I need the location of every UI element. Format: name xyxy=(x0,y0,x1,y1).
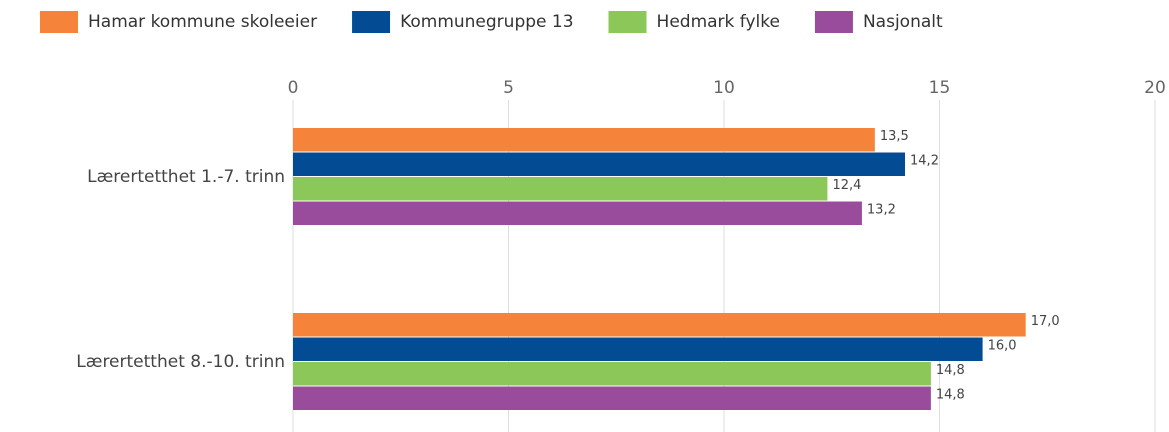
x-tick-label: 20 xyxy=(1144,78,1166,98)
legend-label: Kommunegruppe 13 xyxy=(400,12,573,32)
data-label: 14,2 xyxy=(910,153,939,168)
bar xyxy=(293,386,931,410)
data-label: 13,2 xyxy=(867,202,896,217)
y-tick-label: Lærertetthet 1.-7. trinn xyxy=(87,167,285,187)
y-tick-label: Lærertetthet 8.-10. trinn xyxy=(76,352,285,372)
data-label: 16,0 xyxy=(988,338,1017,353)
legend-swatch xyxy=(40,11,78,33)
bar xyxy=(293,362,931,386)
legend-swatch xyxy=(352,11,391,33)
bar xyxy=(293,177,828,201)
x-tick-label: 0 xyxy=(288,78,299,98)
data-label: 14,8 xyxy=(936,387,965,402)
legend-label: Hamar kommune skoleeier xyxy=(88,12,317,32)
data-label: 14,8 xyxy=(936,363,965,378)
legend-swatch xyxy=(814,11,853,33)
bar xyxy=(293,128,875,152)
data-label: 13,5 xyxy=(880,129,909,144)
legend-label: Hedmark fylke xyxy=(657,12,780,32)
data-label: 12,4 xyxy=(832,178,861,193)
x-tick-label: 10 xyxy=(713,78,735,98)
x-tick-label: 15 xyxy=(929,78,951,98)
bar xyxy=(293,313,1026,337)
data-label: 17,0 xyxy=(1031,314,1060,329)
x-tick-label: 5 xyxy=(503,78,514,98)
bar xyxy=(293,337,983,361)
legend-swatch xyxy=(608,11,647,33)
legend-label: Nasjonalt xyxy=(863,12,943,32)
bar xyxy=(293,201,862,225)
bar xyxy=(293,152,906,176)
